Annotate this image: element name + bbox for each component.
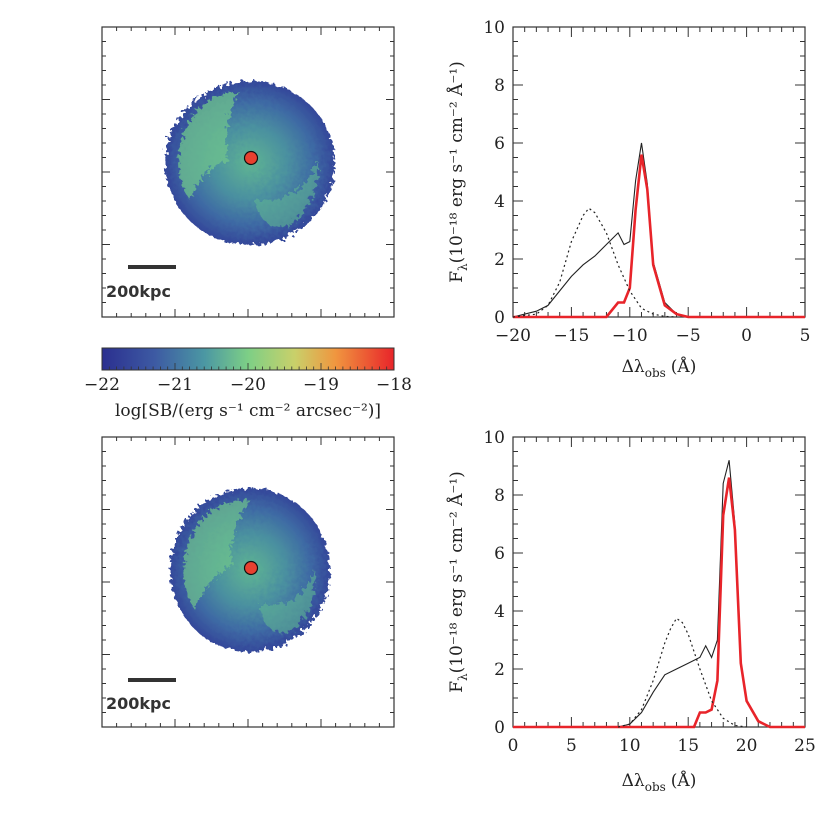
x-tick-label: 0 (741, 326, 752, 346)
series-narrow (513, 154, 805, 319)
spectrum-top-ylabel: Fλ(10⁻¹⁸ erg s⁻¹ cm⁻² Å⁻¹) (446, 61, 470, 283)
series-narrow (513, 477, 805, 729)
x-tick-label: 5 (566, 736, 577, 756)
x-tick-label: −20 (495, 326, 531, 346)
spectrum-top-curves (512, 142, 805, 319)
colorbar-tick-label: −19 (303, 375, 339, 395)
series-total (512, 142, 805, 318)
y-tick-label: 4 (494, 192, 505, 212)
image-panel-top: 200kpc (101, 26, 395, 318)
y-tick-label: 0 (494, 718, 505, 738)
colorbar-tick-label: −21 (157, 375, 193, 395)
y-tick-label: 6 (494, 134, 505, 154)
ticks-top-image (102, 27, 394, 317)
y-tick-label: 2 (494, 250, 505, 270)
spectrum-bottom-xlabel: Δλobs (Å) (622, 770, 697, 794)
spectrum-top-xlabel: Δλobs (Å) (622, 356, 697, 380)
y-tick-label: 4 (494, 602, 505, 622)
spectrum-bottom-ticks (512, 436, 806, 728)
colorbar-tick-label: −20 (230, 375, 266, 395)
spectrum-panel-bottom: 0 5 10 15 20 25 0 2 4 6 8 10 Δλobs (Å) Fλ(10⁻¹⁸ erg … (446, 428, 816, 794)
y-tick-label: 10 (483, 18, 505, 38)
series-broad (617, 617, 747, 728)
ticks-bottom-image (102, 437, 394, 727)
y-tick-label: 0 (494, 308, 505, 328)
spectrum-top-tick-labels: −20 −15 −10 −5 0 5 0 2 4 6 8 10 (483, 18, 810, 346)
colorbar-ticks: −22 −21 −20 −19 −18 (84, 363, 412, 395)
y-tick-label: 8 (494, 486, 505, 506)
spectrum-panel-top: −20 −15 −10 −5 0 5 0 2 4 6 8 10 Δλobs (Å) Fλ(10⁻¹⁸ e… (446, 18, 810, 380)
center-marker-bottom (243, 560, 259, 576)
y-tick-label: 8 (494, 76, 505, 96)
scalebar-label-top: 200kpc (106, 282, 171, 301)
x-tick-label: 20 (736, 736, 758, 756)
colorbar: −22 −21 −20 −19 −18 log[SB/(erg s⁻¹ cm⁻² arc… (84, 347, 412, 421)
x-tick-label: 0 (508, 736, 519, 756)
y-tick-label: 6 (494, 544, 505, 564)
x-tick-label: 5 (800, 326, 811, 346)
y-tick-label: 10 (483, 428, 505, 448)
spectrum-bottom-ylabel: Fλ(10⁻¹⁸ erg s⁻¹ cm⁻² Å⁻¹) (446, 471, 470, 693)
colorbar-label: log[SB/(erg s⁻¹ cm⁻² arcsec⁻²)] (115, 401, 381, 421)
colorbar-tick-label: −18 (376, 375, 412, 395)
spectrum-top-ticks (512, 26, 806, 318)
series-broad (512, 207, 677, 318)
x-tick-label: −15 (553, 326, 589, 346)
x-tick-label: 25 (794, 736, 816, 756)
series-total (513, 460, 805, 728)
x-tick-label: −5 (676, 326, 701, 346)
scalebar-label-bottom: 200kpc (106, 694, 171, 713)
spectrum-bottom-tick-labels: 0 5 10 15 20 25 0 2 4 6 8 10 (483, 428, 815, 756)
x-tick-label: 15 (677, 736, 699, 756)
colorbar-tick-label: −22 (84, 375, 120, 395)
image-panel-bottom: 200kpc (101, 436, 395, 728)
spectrum-bottom-curves (513, 460, 805, 729)
x-tick-label: 10 (619, 736, 641, 756)
x-tick-label: −10 (612, 326, 648, 346)
center-marker-top (243, 150, 259, 166)
y-tick-label: 2 (494, 660, 505, 680)
